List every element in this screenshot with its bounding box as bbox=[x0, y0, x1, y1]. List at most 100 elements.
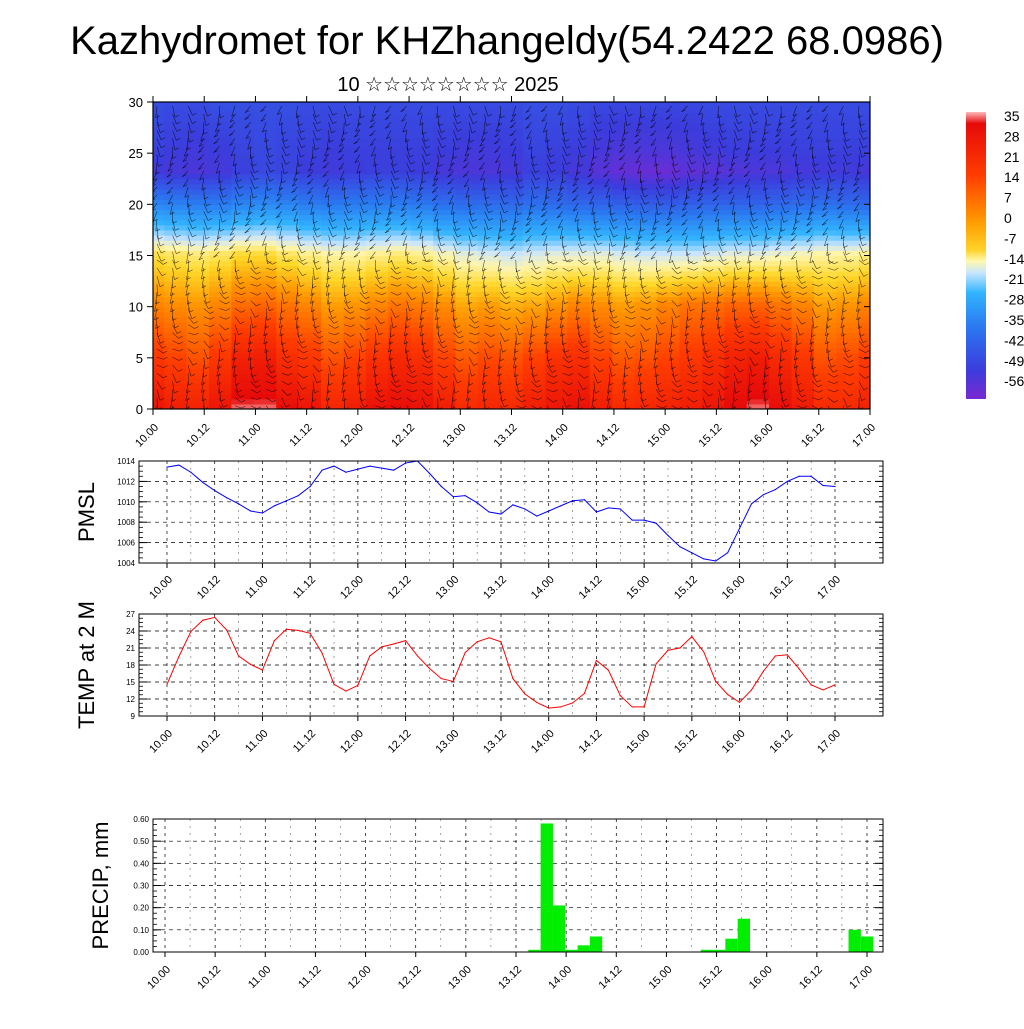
heat-cell bbox=[388, 102, 411, 108]
heat-cell bbox=[455, 204, 478, 210]
heat-cell bbox=[187, 399, 210, 405]
heat-cell bbox=[187, 230, 210, 236]
heat-cell bbox=[388, 245, 411, 251]
wind-barb-flag bbox=[206, 415, 210, 417]
heat-cell bbox=[702, 163, 725, 169]
heat-cell bbox=[276, 389, 299, 395]
heat-cell bbox=[568, 348, 591, 354]
heat-cell bbox=[299, 394, 322, 400]
heat-cell bbox=[814, 363, 837, 369]
heat-cell bbox=[209, 122, 232, 128]
heat-cell bbox=[657, 261, 680, 267]
heat-cell bbox=[612, 317, 635, 323]
heat-cell bbox=[455, 112, 478, 118]
heat-cell bbox=[680, 348, 703, 354]
heat-cell bbox=[500, 169, 523, 175]
heat-cell bbox=[702, 133, 725, 139]
heat-cell bbox=[366, 266, 389, 272]
heat-cell bbox=[455, 363, 478, 369]
heat-cell bbox=[276, 378, 299, 384]
heat-cell bbox=[792, 209, 815, 215]
heat-cell bbox=[523, 302, 546, 308]
heat-cell bbox=[455, 169, 478, 175]
heat-cell bbox=[702, 266, 725, 272]
heat-cell bbox=[366, 235, 389, 241]
heat-cell bbox=[635, 225, 658, 231]
heat-cell bbox=[635, 271, 658, 277]
heat-cell bbox=[747, 184, 770, 190]
heat-cell bbox=[343, 230, 366, 236]
heat-cell bbox=[545, 281, 568, 287]
heat-cell bbox=[455, 256, 478, 262]
heat-cell bbox=[164, 225, 187, 231]
heat-cell bbox=[612, 291, 635, 297]
heat-cell bbox=[724, 399, 747, 405]
heat-cell bbox=[231, 250, 254, 256]
heat-cell bbox=[254, 307, 277, 313]
heat-cell bbox=[702, 327, 725, 333]
heat-cell bbox=[792, 261, 815, 267]
heat-cell bbox=[724, 281, 747, 287]
heat-cell bbox=[411, 373, 434, 379]
heat-cell bbox=[433, 271, 456, 277]
heat-cell bbox=[276, 353, 299, 359]
heat-cell bbox=[187, 235, 210, 241]
heat-cell bbox=[612, 302, 635, 308]
heat-cell bbox=[209, 199, 232, 205]
heat-cell bbox=[411, 220, 434, 226]
heat-cell bbox=[747, 378, 770, 384]
heat-cell bbox=[814, 122, 837, 128]
heat-cell bbox=[478, 189, 501, 195]
heat-cell bbox=[724, 184, 747, 190]
heat-cell bbox=[545, 271, 568, 277]
heat-cell bbox=[343, 296, 366, 302]
heat-cell bbox=[276, 373, 299, 379]
heat-cell bbox=[366, 204, 389, 210]
heat-cell bbox=[523, 291, 546, 297]
heat-cell bbox=[500, 148, 523, 154]
heat-cell bbox=[343, 220, 366, 226]
heat-cell bbox=[769, 169, 792, 175]
heat-cell bbox=[411, 363, 434, 369]
heat-cell bbox=[523, 204, 546, 210]
heat-cell bbox=[836, 368, 859, 374]
heat-cell bbox=[836, 122, 859, 128]
heat-cell bbox=[702, 317, 725, 323]
heat-cell bbox=[366, 184, 389, 190]
heat-cell bbox=[568, 133, 591, 139]
heat-cell bbox=[523, 327, 546, 333]
heat-cell bbox=[276, 102, 299, 108]
heat-cell bbox=[321, 189, 344, 195]
heat-cell bbox=[545, 245, 568, 251]
heat-cell bbox=[612, 174, 635, 180]
heat-cell bbox=[209, 337, 232, 343]
heat-cell bbox=[164, 389, 187, 395]
heat-cell bbox=[299, 245, 322, 251]
heat-cell bbox=[568, 220, 591, 226]
heat-cell bbox=[635, 332, 658, 338]
heat-cell bbox=[478, 286, 501, 292]
heat-cell bbox=[209, 368, 232, 374]
heat-cell bbox=[523, 358, 546, 364]
heat-cell bbox=[187, 337, 210, 343]
heat-cell bbox=[612, 358, 635, 364]
heat-cell bbox=[724, 102, 747, 108]
heat-cell bbox=[209, 291, 232, 297]
heat-cell bbox=[388, 230, 411, 236]
heat-cell bbox=[321, 276, 344, 282]
heat-cell bbox=[455, 184, 478, 190]
heat-cell bbox=[299, 373, 322, 379]
heat-cell bbox=[321, 169, 344, 175]
heat-cell bbox=[747, 179, 770, 185]
heat-cell bbox=[523, 281, 546, 287]
heat-cell bbox=[702, 220, 725, 226]
heat-cell bbox=[209, 174, 232, 180]
heat-cell bbox=[411, 148, 434, 154]
heat-cell bbox=[836, 342, 859, 348]
heat-cell bbox=[612, 389, 635, 395]
heat-cell bbox=[299, 383, 322, 389]
heat-cell bbox=[321, 230, 344, 236]
heat-cell bbox=[164, 394, 187, 400]
heat-cell bbox=[545, 368, 568, 374]
heat-cell bbox=[478, 332, 501, 338]
